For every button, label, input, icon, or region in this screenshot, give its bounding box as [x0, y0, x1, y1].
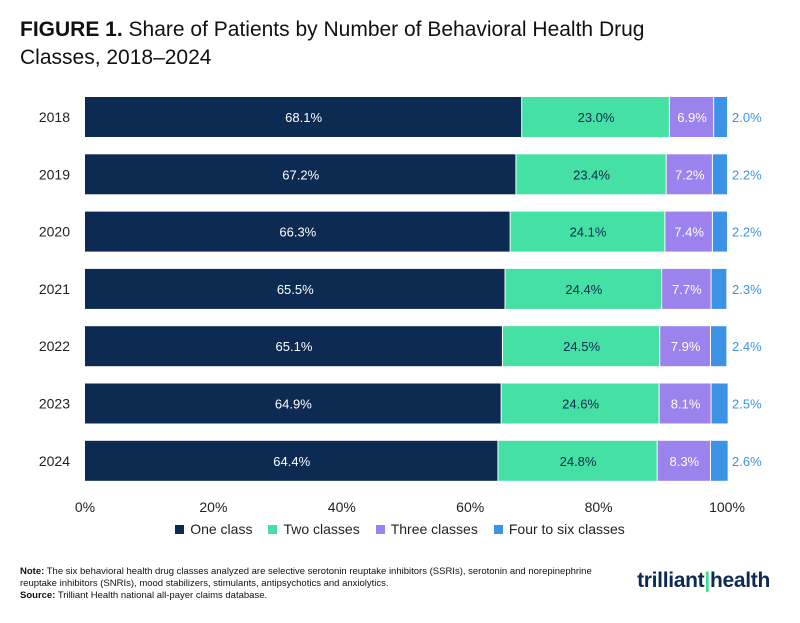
x-tick-label: 40%	[328, 499, 356, 515]
bar-segment-four-to-six-classes	[710, 326, 727, 367]
legend-label-three: Three classes	[390, 521, 478, 537]
data-label-four-to-six-classes: 2.3%	[732, 282, 762, 297]
data-label-two-classes: 24.8%	[560, 454, 597, 469]
bar-segment-two-classes	[502, 326, 660, 367]
legend-label-two: Two classes	[283, 521, 360, 537]
bar-segment-one-class	[85, 268, 505, 309]
bar-segment-four-to-six-classes	[711, 268, 727, 309]
bar-segment-three-classes	[669, 97, 714, 137]
bar-segment-three-classes	[660, 326, 710, 367]
data-label-one-class: 65.1%	[276, 339, 313, 354]
data-label-one-class: 65.5%	[277, 282, 314, 297]
source: Source: Trilliant Health national all-pa…	[20, 590, 620, 602]
data-label-three-classes: 7.9%	[671, 339, 701, 354]
bar-segment-three-classes	[662, 268, 711, 309]
data-label-one-class: 64.4%	[273, 454, 310, 469]
bar-segment-four-to-six-classes	[710, 440, 728, 481]
bar-segment-four-to-six-classes	[711, 383, 728, 424]
bar-segment-one-class	[85, 440, 498, 481]
source-label: Source:	[20, 590, 56, 601]
legend-swatch-three	[375, 524, 385, 534]
x-tick-label: 0%	[75, 499, 95, 515]
data-label-four-to-six-classes: 2.2%	[732, 167, 762, 182]
y-tick-label: 2019	[39, 166, 70, 182]
bar-segment-three-classes	[665, 211, 712, 252]
x-tick-label: 20%	[199, 499, 227, 515]
legend-item-one: One class	[175, 521, 252, 537]
note: Note: The six behavioral health drug cla…	[20, 566, 620, 590]
bar-segment-two-classes	[505, 268, 662, 309]
legend-swatch-two	[268, 524, 278, 534]
data-label-four-to-six-classes: 2.4%	[732, 339, 762, 354]
data-label-three-classes: 6.9%	[677, 110, 707, 125]
data-label-three-classes: 7.4%	[674, 225, 704, 240]
title-text: Share of Patients by Number of Behaviora…	[20, 18, 645, 69]
bar-segment-two-classes	[522, 97, 669, 137]
bar-segment-two-classes	[510, 211, 665, 252]
data-label-two-classes: 23.0%	[578, 110, 615, 125]
note-text: The six behavioral health drug classes a…	[20, 566, 592, 589]
logo-text-left: trilliant	[637, 569, 705, 592]
note-label: Note:	[20, 566, 45, 577]
data-label-one-class: 68.1%	[285, 110, 322, 125]
data-label-two-classes: 24.5%	[563, 339, 600, 354]
bar-segment-four-to-six-classes	[714, 97, 727, 137]
bar-segment-two-classes	[516, 154, 666, 195]
legend-item-two: Two classes	[268, 521, 360, 537]
bar-segment-two-classes	[498, 440, 657, 481]
x-tick-label: 80%	[585, 499, 613, 515]
data-label-two-classes: 23.4%	[573, 167, 610, 182]
bar-segment-one-class	[85, 326, 502, 367]
y-tick-label: 2023	[39, 396, 70, 412]
bar-segment-three-classes	[666, 154, 712, 195]
x-tick-label: 60%	[456, 499, 484, 515]
data-label-one-class: 66.3%	[279, 225, 316, 240]
data-label-four-to-six-classes: 2.2%	[732, 225, 762, 240]
chart-title: FIGURE 1. Share of Patients by Number of…	[20, 16, 720, 72]
legend-label-four: Four to six classes	[508, 521, 625, 537]
y-tick-label: 2018	[39, 109, 70, 125]
stacked-bar-chart: 2018 68.1% 23.0% 6.9% 2.0% 2019 67.2% 23.4% 7.2%…	[39, 97, 762, 515]
data-label-one-class: 64.9%	[275, 397, 312, 412]
bar-segment-three-classes	[657, 440, 710, 481]
y-tick-label: 2024	[39, 453, 70, 469]
trilliant-health-logo: trilliant|health	[637, 569, 770, 593]
data-label-one-class: 67.2%	[282, 167, 319, 182]
y-tick-label: 2020	[39, 224, 70, 240]
data-label-four-to-six-classes: 2.0%	[732, 110, 762, 125]
source-text: Trilliant Health national all-payer clai…	[57, 590, 268, 601]
legend-swatch-one	[175, 524, 185, 534]
x-tick-label: 100%	[709, 499, 745, 515]
y-tick-label: 2021	[39, 281, 70, 297]
data-label-three-classes: 8.3%	[669, 454, 699, 469]
y-tick-label: 2022	[39, 338, 70, 354]
legend-item-three: Three classes	[375, 521, 478, 537]
footnotes: Note: The six behavioral health drug cla…	[20, 566, 620, 602]
data-label-four-to-six-classes: 2.5%	[732, 397, 762, 412]
data-label-three-classes: 7.7%	[672, 282, 702, 297]
figure-label: FIGURE 1.	[20, 18, 123, 41]
data-label-two-classes: 24.1%	[570, 225, 607, 240]
bar-segment-one-class	[85, 211, 510, 252]
bar-segment-one-class	[85, 383, 501, 424]
bar-segment-four-to-six-classes	[712, 154, 727, 195]
data-label-three-classes: 7.2%	[675, 167, 705, 182]
logo-mark: |	[704, 569, 710, 592]
data-label-three-classes: 8.1%	[671, 397, 701, 412]
bar-segment-three-classes	[659, 383, 711, 424]
bar-segment-one-class	[85, 154, 516, 195]
data-label-two-classes: 24.4%	[565, 282, 602, 297]
legend-swatch-four	[493, 524, 503, 534]
bar-segment-four-to-six-classes	[712, 211, 727, 252]
bar-segment-one-class	[85, 97, 522, 137]
legend: One class Two classes Three classes Four…	[0, 521, 800, 537]
data-label-four-to-six-classes: 2.6%	[732, 454, 762, 469]
legend-item-four: Four to six classes	[493, 521, 625, 537]
data-label-two-classes: 24.6%	[562, 397, 599, 412]
bar-segment-two-classes	[501, 383, 659, 424]
logo-text-right: health	[709, 569, 770, 592]
legend-label-one: One class	[190, 521, 253, 537]
